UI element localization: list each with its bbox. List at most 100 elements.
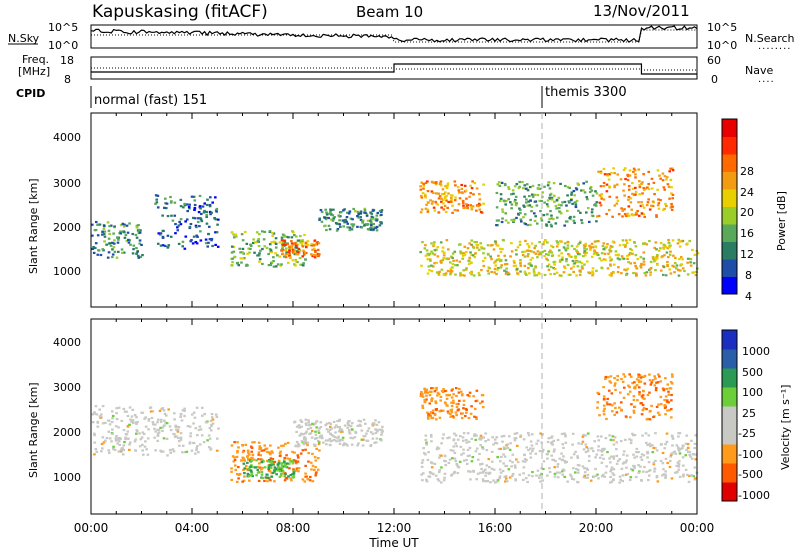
power-cell (637, 201, 640, 204)
power-cell (192, 216, 195, 220)
power-cell (419, 188, 423, 191)
velocity-cell (452, 401, 455, 405)
velocity-cell (242, 449, 246, 452)
velocity-cell (434, 408, 438, 411)
power-cell (651, 200, 655, 203)
power-cell (328, 212, 331, 215)
velocity-cell (531, 433, 534, 436)
velocity-cell (465, 408, 469, 411)
power-cell (199, 212, 203, 216)
power-ytick-3000: 3000 (53, 177, 81, 190)
velocity-cell (278, 469, 282, 473)
velocity-cell (237, 477, 240, 480)
power-cell (121, 230, 124, 233)
velocity-cell (649, 383, 653, 386)
velocity-cell (522, 438, 526, 441)
velocity-cell (188, 441, 192, 444)
power-cell (249, 243, 252, 246)
frequency-panel: Freq. [MHz] 18 8 60 0 Nave .... (18, 53, 774, 86)
velocity-cell (425, 480, 429, 483)
velocity-cell (426, 415, 430, 418)
cpid-mode-themis: themis 3300 (545, 85, 627, 100)
velocity-cell (251, 453, 255, 457)
velocity-cell (362, 418, 366, 421)
power-cell (596, 215, 599, 218)
velocity-cell (541, 467, 545, 471)
velocity-cell (122, 428, 126, 432)
velocity-cell (581, 435, 585, 438)
velocity-cell (346, 426, 349, 429)
power-cell (525, 183, 529, 186)
velocity-cell (541, 450, 544, 453)
power-cell (693, 253, 697, 256)
power-cell (269, 263, 273, 267)
power-cell (483, 256, 487, 260)
power-cell (571, 202, 574, 205)
power-cell (572, 219, 576, 222)
power-cell (645, 204, 649, 207)
freq-left-label-1: Freq. (22, 53, 49, 66)
power-cell (651, 256, 655, 259)
velocity-cell (676, 461, 680, 464)
power-cell (621, 239, 625, 242)
power-cell (583, 191, 587, 194)
velocity-cell (214, 413, 218, 416)
velocity-cell (671, 375, 674, 378)
velocity-cell (693, 478, 697, 481)
power-cell (459, 252, 463, 255)
velocity-cell (624, 473, 628, 476)
velocity-cell (426, 411, 429, 414)
power-cell (174, 232, 177, 235)
velocity-cell (104, 421, 107, 425)
power-cell (498, 199, 502, 203)
power-cell (657, 202, 661, 205)
velocity-cell (193, 416, 197, 419)
velocity-cell (655, 474, 659, 478)
velocity-cell (310, 468, 313, 471)
power-cell (510, 193, 513, 196)
velocity-cell (130, 415, 134, 418)
power-cell (565, 204, 568, 207)
velocity-cell (692, 475, 695, 478)
velocity-cell (609, 381, 613, 384)
velocity-cell (247, 467, 251, 470)
velocity-cell (608, 481, 612, 484)
velocity-cell (108, 451, 111, 454)
power-cell (439, 241, 443, 244)
velocity-cell (279, 467, 283, 471)
velocity-cell (363, 434, 367, 438)
power-cell (631, 187, 635, 190)
power-cell (652, 181, 656, 184)
power-cell (158, 233, 162, 236)
power-cell (205, 210, 208, 214)
power-cell (214, 243, 217, 247)
velocity-cell (600, 475, 604, 478)
power-cell (169, 195, 172, 199)
velocity-cell (256, 471, 260, 474)
velocity-cell (514, 437, 518, 440)
velocity-cell (156, 432, 160, 435)
velocity-cell (462, 452, 465, 455)
velocity-cell (107, 419, 111, 422)
velocity-cell (231, 455, 235, 458)
velocity-cell (247, 475, 251, 478)
velocity-cell (511, 453, 515, 456)
velocity-cell (162, 409, 166, 412)
power-cell (356, 210, 360, 214)
velocity-cell (173, 433, 176, 436)
velocity-cell (154, 430, 157, 433)
velocity-cell (215, 449, 219, 452)
velocity-cell (675, 444, 679, 447)
velocity-cell (513, 432, 517, 435)
power-cell (365, 223, 368, 226)
power-cell (558, 210, 561, 213)
velocity-cell (314, 466, 317, 469)
velocity-cell (450, 474, 453, 477)
power-cell (176, 226, 179, 229)
velocity-cell (292, 459, 296, 462)
power-cell (449, 270, 453, 273)
velocity-cell (291, 462, 295, 465)
power-cell (573, 201, 577, 204)
velocity-cell (619, 478, 623, 481)
power-cell (668, 246, 671, 249)
